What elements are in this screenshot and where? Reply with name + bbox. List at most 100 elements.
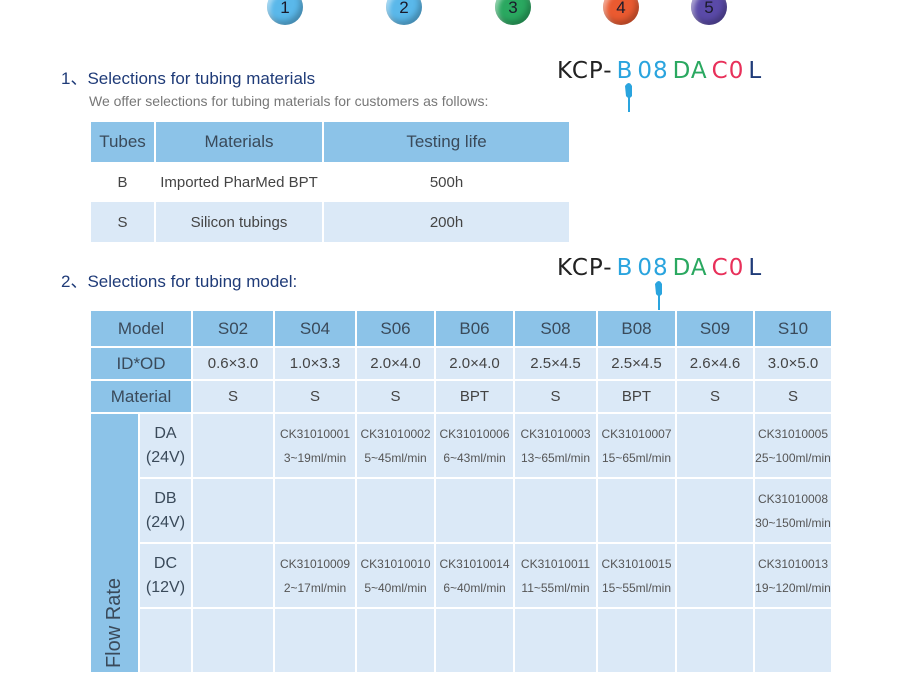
flow-code — [139, 609, 191, 672]
model-row: Model S02 S04 S06 B06 S08 B08 S09 S10 — [91, 311, 831, 346]
table-row: B Imported PharMed BPT 500h — [91, 164, 569, 200]
step-circle-1: 1 — [267, 0, 303, 25]
flow-cell: CK31010001 3~19ml/min — [275, 414, 355, 477]
flow-cell — [598, 609, 675, 672]
model-s09: S09 — [677, 311, 753, 346]
flow-cell — [436, 609, 513, 672]
model-b06: B06 — [436, 311, 513, 346]
flow-row-dc: DC (12V) CK31010009 2~17ml/min CK31010010 5… — [91, 544, 831, 607]
code-tube: B — [616, 255, 634, 281]
flow-row-db: DB (24V) CK31010008 30~150ml/min — [91, 479, 831, 542]
flow-cell: CK31010010 5~40ml/min — [357, 544, 434, 607]
material-value: S — [357, 381, 434, 412]
flow-cell — [193, 414, 273, 477]
flow-cell — [755, 609, 831, 672]
flow-cell — [357, 609, 434, 672]
tubing-materials-table: Tubes Materials Testing life B Imported … — [89, 120, 571, 244]
flow-cell — [677, 544, 753, 607]
idod-value: 0.6×3.0 — [193, 348, 273, 379]
flow-cell — [193, 479, 273, 542]
idod-value: 2.6×4.6 — [677, 348, 753, 379]
col-tubes: Tubes — [91, 122, 154, 162]
idod-label: ID*OD — [91, 348, 191, 379]
testing-life: 500h — [324, 164, 569, 200]
step-circle-5: 5 — [691, 0, 727, 25]
flow-cell: CK31010003 13~65ml/min — [515, 414, 596, 477]
material-name: Silicon tubings — [156, 202, 322, 242]
section1-desc: We offer selections for tubing materials… — [89, 93, 489, 109]
idod-value: 2.0×4.0 — [436, 348, 513, 379]
flow-cell: CK31010005 25~100ml/min — [755, 414, 831, 477]
flow-code: DB (24V) — [139, 479, 191, 542]
material-value: S — [275, 381, 355, 412]
code-tube: B — [616, 58, 634, 84]
material-value: S — [193, 381, 273, 412]
material-value: BPT — [436, 381, 513, 412]
pointer-icon — [655, 281, 662, 310]
table-row: S Silicon tubings 200h — [91, 202, 569, 242]
model-s10: S10 — [755, 311, 831, 346]
section1-title: 1、Selections for tubing materials — [61, 69, 316, 88]
col-testing-life: Testing life — [324, 122, 569, 162]
model-s06: S06 — [357, 311, 434, 346]
flow-cell: CK31010009 2~17ml/min — [275, 544, 355, 607]
flow-cell — [677, 414, 753, 477]
flow-cell: CK31010006 6~43ml/min — [436, 414, 513, 477]
model-label: Model — [91, 311, 191, 346]
material-value: S — [515, 381, 596, 412]
idod-value: 2.5×4.5 — [598, 348, 675, 379]
code-suffix: L — [748, 255, 763, 281]
tube-code: B — [91, 164, 154, 200]
flow-cell — [275, 479, 355, 542]
flow-cell — [515, 479, 596, 542]
step-circle-2: 2 — [386, 0, 422, 25]
code-flow: DA — [672, 255, 708, 281]
code-model: 08 — [637, 255, 669, 281]
flow-cell — [193, 544, 273, 607]
step-circle-3: 3 — [495, 0, 531, 25]
flow-cell — [357, 479, 434, 542]
col-materials: Materials — [156, 122, 322, 162]
material-name: Imported PharMed BPT — [156, 164, 322, 200]
flow-code: DC (12V) — [139, 544, 191, 607]
material-value: S — [755, 381, 831, 412]
model-b08: B08 — [598, 311, 675, 346]
flow-rate-label: Flow Rate — [91, 414, 138, 672]
idod-row: ID*OD 0.6×3.0 1.0×3.3 2.0×4.0 2.0×4.0 2.… — [91, 348, 831, 379]
flow-row-partial — [91, 609, 831, 672]
model-s02: S02 — [193, 311, 273, 346]
tube-code: S — [91, 202, 154, 242]
pointer-icon — [625, 83, 632, 112]
model-code-1: KCP- B 08 DA C0 L — [557, 58, 766, 84]
material-value: BPT — [598, 381, 675, 412]
flow-cell — [598, 479, 675, 542]
flow-cell — [436, 479, 513, 542]
flow-cell — [677, 479, 753, 542]
flow-cell: CK31010015 15~55ml/min — [598, 544, 675, 607]
flow-code: DA (24V) — [139, 414, 191, 477]
flow-cell — [193, 609, 273, 672]
flow-row-da: Flow Rate DA (24V) CK31010001 3~19ml/min C… — [91, 414, 831, 672]
code-control: C0 — [711, 58, 745, 84]
code-prefix: KCP- — [557, 255, 613, 281]
flow-cell: CK31010013 19~120ml/min — [755, 544, 831, 607]
flow-cell: CK31010011 11~55ml/min — [515, 544, 596, 607]
model-code-2: KCP- B 08 DA C0 L — [557, 255, 766, 281]
code-control: C0 — [711, 255, 745, 281]
table-header-row: Tubes Materials Testing life — [91, 122, 569, 162]
idod-value: 1.0×3.3 — [275, 348, 355, 379]
tubing-model-table: Model S02 S04 S06 B06 S08 B08 S09 S10 ID… — [89, 309, 833, 674]
model-s04: S04 — [275, 311, 355, 346]
step-circle-4: 4 — [603, 0, 639, 25]
flow-cell — [515, 609, 596, 672]
code-prefix: KCP- — [557, 58, 613, 84]
flow-cell: CK31010008 30~150ml/min — [755, 479, 831, 542]
material-value: S — [677, 381, 753, 412]
flow-cell: CK31010002 5~45ml/min — [357, 414, 434, 477]
material-row: Material S S S BPT S BPT S S — [91, 381, 831, 412]
idod-value: 2.0×4.0 — [357, 348, 434, 379]
idod-value: 2.5×4.5 — [515, 348, 596, 379]
material-label: Material — [91, 381, 191, 412]
flow-cell: CK31010014 6~40ml/min — [436, 544, 513, 607]
code-model: 08 — [637, 58, 669, 84]
